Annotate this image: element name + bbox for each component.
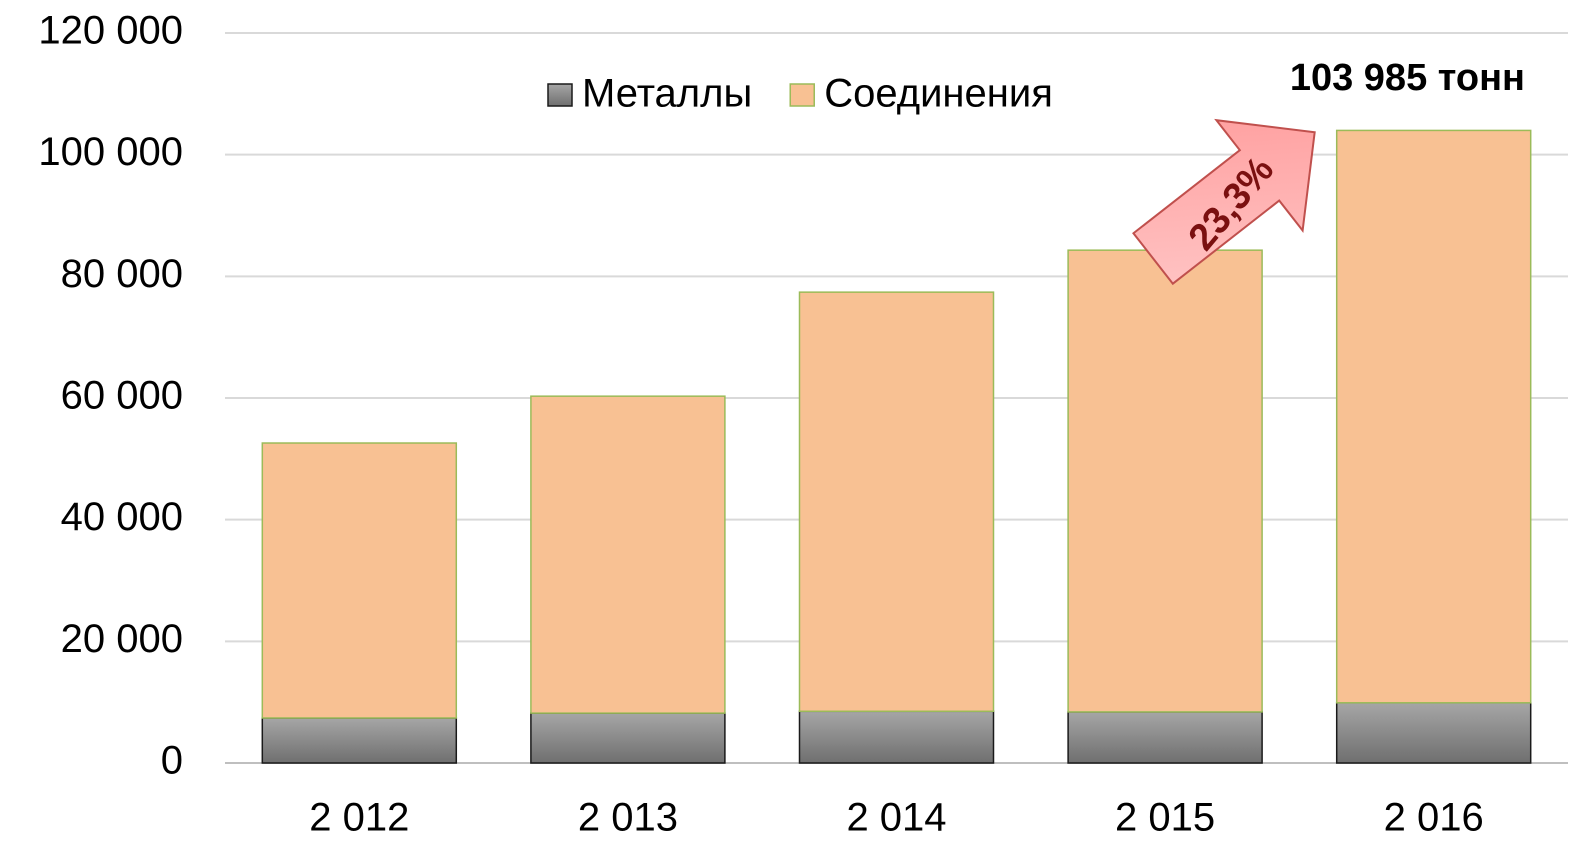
y-tick-label: 120 000 (38, 9, 183, 53)
legend-label: Соединения (824, 72, 1053, 116)
bar-segment (798, 291, 995, 713)
y-tick-label: 100 000 (38, 130, 183, 174)
bar-segment (261, 717, 458, 764)
y-tick-label: 20 000 (61, 617, 183, 661)
growth-arrow (1132, 118, 1316, 286)
bar-segment (1067, 249, 1263, 713)
bar-segment (530, 712, 726, 764)
y-tick-label: 0 (161, 739, 183, 783)
x-tick-label: 2 012 (309, 796, 409, 840)
bar-segment (530, 395, 726, 714)
x-tick-label: 2 014 (846, 796, 946, 840)
bar-segment (261, 442, 458, 719)
arrow-shape (1132, 118, 1316, 286)
bar-segment (798, 710, 995, 764)
bar-segment (1067, 711, 1263, 764)
y-tick-label: 60 000 (61, 374, 183, 418)
y-tick-label: 80 000 (61, 252, 183, 296)
legend-swatch (547, 83, 573, 107)
bar-segment (1335, 702, 1532, 764)
x-tick-label: 2 013 (578, 796, 678, 840)
total-label: 103 985 тонн (1290, 57, 1525, 99)
legend: Металлы Соединения (547, 72, 1053, 116)
x-tick-label: 2 015 (1115, 796, 1215, 840)
legend-label: Металлы (582, 72, 752, 116)
bars (261, 129, 1532, 764)
y-tick-label: 40 000 (61, 495, 183, 539)
bar-segment (1335, 129, 1532, 704)
x-tick-label: 2 016 (1384, 796, 1484, 840)
legend-swatch (789, 83, 815, 107)
